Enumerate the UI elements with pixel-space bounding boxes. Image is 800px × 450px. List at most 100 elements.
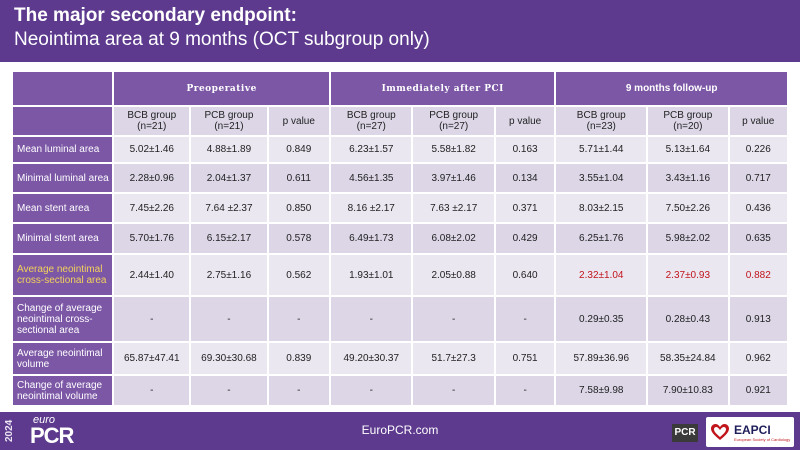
table-cell: 0.751	[495, 343, 555, 374]
sub-header: p value	[729, 107, 787, 135]
table-cell: 0.839	[268, 343, 330, 374]
table-cell: 0.226	[729, 137, 787, 162]
table-cell: -	[114, 297, 190, 341]
site-url: EuroPCR.com	[361, 423, 439, 437]
sub-header: BCB group (n=21)	[114, 107, 190, 135]
table-cell: -	[114, 376, 190, 405]
table-cell: -	[495, 297, 555, 341]
table-cell: 0.913	[729, 297, 787, 341]
table-row: Change of average neointimal cross-secti…	[13, 297, 787, 341]
table-row: Mean stent area 7.45±2.26 7.64 ±2.37 0.850 8…	[13, 194, 787, 222]
sub-header: PCB group (n=27)	[413, 107, 494, 135]
results-table: Preoperative Immediately after PCI 9 mon…	[11, 70, 789, 407]
table-cell: -	[413, 376, 494, 405]
table-cell: 8.03±2.15	[556, 194, 647, 222]
sub-header: p value	[268, 107, 330, 135]
table-cell: 0.850	[268, 194, 330, 222]
table-cell: 2.28±0.96	[114, 164, 190, 192]
slide-subtitle: Neointima area at 9 months (OCT subgroup…	[14, 29, 430, 50]
table-cell: 2.04±1.37	[191, 164, 267, 192]
table-cell: 7.58±9.98	[556, 376, 647, 405]
table-cell: 69.30±30.68	[191, 343, 267, 374]
table-cell: 0.371	[495, 194, 555, 222]
table-cell: -	[331, 376, 412, 405]
table-cell: -	[191, 297, 267, 341]
table-cell: 7.64 ±2.37	[191, 194, 267, 222]
table-cell: 1.93±1.01	[331, 255, 412, 295]
eapci-name: EAPCI	[734, 423, 771, 437]
table-cell: 0.611	[268, 164, 330, 192]
table-row: Average neointimal volume 65.87±47.41 69.3…	[13, 343, 787, 374]
heart-icon	[711, 424, 729, 440]
table-row: Minimal stent area 5.70±1.76 6.15±2.17 0.57…	[13, 224, 787, 253]
table-cell: 5.98±2.02	[648, 224, 728, 253]
table-cell: -	[268, 376, 330, 405]
table-cell: 0.635	[729, 224, 787, 253]
table-cell: 7.63 ±2.17	[413, 194, 494, 222]
table-row: Change of average neointimal volume - - - - -…	[13, 376, 787, 405]
table-row: Minimal luminal area 2.28±0.96 2.04±1.37 0.…	[13, 164, 787, 192]
row-label: Minimal luminal area	[13, 164, 113, 192]
table-cell: 5.02±1.46	[114, 137, 190, 162]
table-cell: 5.13±1.64	[648, 137, 728, 162]
table-cell: -	[268, 297, 330, 341]
table-cell: 7.50±2.26	[648, 194, 728, 222]
table-row: Average neointimal cross-sectional area 2…	[13, 255, 787, 295]
sub-header: PCB group (n=21)	[191, 107, 267, 135]
table-cell: 6.49±1.73	[331, 224, 412, 253]
table-cell: 2.37±0.93	[648, 255, 728, 295]
table-cell: -	[191, 376, 267, 405]
table-cell: 2.44±1.40	[114, 255, 190, 295]
table-cell: -	[331, 297, 412, 341]
logo-pcr-text: PCR	[30, 423, 74, 448]
table-cell: -	[413, 297, 494, 341]
table-cell: 3.43±1.16	[648, 164, 728, 192]
group-header-preoperative: Preoperative	[114, 72, 330, 105]
table-row: Mean luminal area 5.02±1.46 4.88±1.89 0.849…	[13, 137, 787, 162]
table-cell: 0.640	[495, 255, 555, 295]
table-body: Mean luminal area 5.02±1.46 4.88±1.89 0.849…	[13, 137, 787, 405]
sub-header: BCB group (n=27)	[331, 107, 412, 135]
table-cell: 0.717	[729, 164, 787, 192]
group-header-row: Preoperative Immediately after PCI 9 mon…	[13, 72, 787, 105]
table-cell: 0.29±0.35	[556, 297, 647, 341]
table-cell: 0.436	[729, 194, 787, 222]
table-cell: 51.7±27.3	[413, 343, 494, 374]
table-cell: 57.89±36.96	[556, 343, 647, 374]
table-cell: 6.25±1.76	[556, 224, 647, 253]
row-label: Change of average neointimal volume	[13, 376, 113, 405]
table-cell: 5.58±1.82	[413, 137, 494, 162]
group-header-after-pci: Immediately after PCI	[331, 72, 555, 105]
table-cell: 0.429	[495, 224, 555, 253]
footer-bar: 2024 euro PCR EuroPCR.com PCR EAPCI Euro…	[0, 412, 800, 450]
table-cell: 0.962	[729, 343, 787, 374]
table-cell: 58.35±24.84	[648, 343, 728, 374]
row-label: Change of average neointimal cross-secti…	[13, 297, 113, 341]
row-label: Average neointimal cross-sectional area	[13, 255, 113, 295]
table-cell: 2.75±1.16	[191, 255, 267, 295]
sub-header-row: BCB group (n=21) PCB group (n=21) p valu…	[13, 107, 787, 135]
table-cell: 6.23±1.57	[331, 137, 412, 162]
sub-header: BCB group (n=23)	[556, 107, 647, 135]
slide-title: The major secondary endpoint:	[14, 5, 297, 26]
table-cell: 4.56±1.35	[331, 164, 412, 192]
table-cell: 6.15±2.17	[191, 224, 267, 253]
table-cell: 6.08±2.02	[413, 224, 494, 253]
row-label: Mean luminal area	[13, 137, 113, 162]
eapci-tagline: European Society of Cardiology	[734, 437, 791, 442]
table-cell: 0.921	[729, 376, 787, 405]
table-cell: 0.28±0.43	[648, 297, 728, 341]
table-cell: 0.562	[268, 255, 330, 295]
table-cell: 8.16 ±2.17	[331, 194, 412, 222]
pcr-badge-logo: PCR	[672, 424, 698, 442]
corner-cell	[13, 72, 113, 105]
row-label: Minimal stent area	[13, 224, 113, 253]
table-cell: 3.55±1.04	[556, 164, 647, 192]
table-cell: 0.578	[268, 224, 330, 253]
corner-cell	[13, 107, 113, 135]
table-cell: 49.20±30.37	[331, 343, 412, 374]
row-label: Average neointimal volume	[13, 343, 113, 374]
table-cell: 7.45±2.26	[114, 194, 190, 222]
title-bar: The major secondary endpoint: Neointima …	[0, 0, 800, 62]
table-cell: 0.849	[268, 137, 330, 162]
